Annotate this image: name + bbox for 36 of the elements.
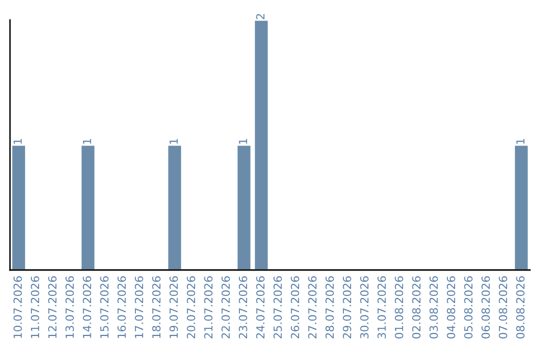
x-tick-label: 17.07.2026 [134, 276, 144, 338]
x-tick-label: 29.07.2026 [342, 276, 352, 338]
x-tick-label: 27.07.2026 [308, 276, 317, 338]
data-label: 1 [516, 138, 524, 144]
x-tick-label: 01.08.2026 [394, 276, 404, 338]
x-tick-label: 19.07.2026 [169, 276, 178, 338]
x-tick-label: 26.07.2026 [290, 276, 300, 338]
data-label: 2 [256, 14, 264, 20]
data-label: 1 [238, 138, 248, 144]
x-tick-label: 22.07.2026 [221, 276, 230, 338]
x-tick-label: 05.08.2026 [464, 276, 473, 338]
x-tick-label: 20.07.2026 [186, 276, 196, 338]
x-tick-label: 25.07.2026 [273, 276, 282, 338]
x-tick-label: 16.07.2026 [117, 276, 126, 338]
x-tick-label: 31.07.2026 [377, 276, 386, 338]
x-tick-label: 21.07.2026 [204, 276, 213, 338]
x-tick-label: 30.07.2026 [360, 276, 369, 338]
data-label: 1 [82, 138, 92, 144]
x-tick-label: 24.07.2026 [256, 276, 265, 338]
x-tick-label: 14.07.2026 [82, 276, 92, 338]
x-tick-label: 02.08.2026 [412, 276, 421, 338]
x-tick-label: 03.08.2026 [429, 276, 438, 338]
x-tick-label: 13.07.2026 [65, 276, 74, 338]
x-tick-label: 23.07.2026 [238, 276, 248, 338]
data-label: 1 [14, 138, 22, 144]
x-tick-label: 08.08.2026 [516, 276, 525, 338]
x-tick-label: 11.07.2026 [30, 276, 40, 338]
data-label: 1 [170, 138, 178, 144]
x-tick-label: 04.08.2026 [446, 276, 456, 338]
x-tick-label: 18.07.2026 [152, 276, 161, 338]
x-tick-label: 10.07.2026 [13, 276, 22, 338]
x-tick-label: 06.08.2026 [481, 276, 490, 338]
x-tick-label: 07.08.2026 [498, 276, 508, 338]
x-tick-label: 15.07.2026 [100, 276, 109, 338]
x-tick-label: 28.07.2026 [325, 276, 334, 338]
x-tick-label: 12.07.2026 [48, 276, 57, 338]
